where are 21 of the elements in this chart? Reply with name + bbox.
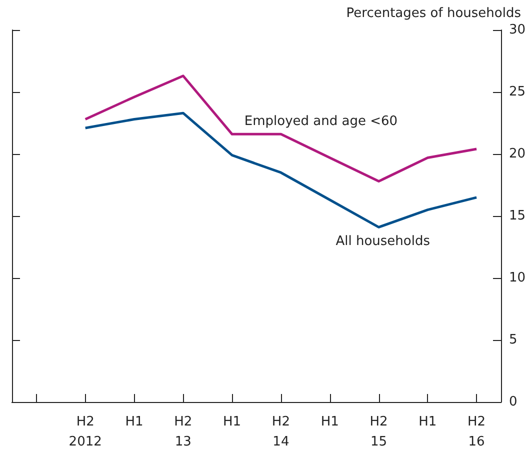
y-tick-label: 25 — [509, 84, 526, 100]
line-series — [84, 112, 478, 228]
x-tick-label: H2 2012 — [68, 414, 102, 450]
line-series — [84, 74, 478, 183]
y-tick-label: 5 — [509, 332, 518, 348]
series-label: Employed and age <60 — [244, 114, 398, 130]
y-tick-label: 20 — [509, 146, 526, 162]
x-tick-label: H2 16 — [468, 414, 486, 450]
x-tick-label: H1 — [418, 414, 437, 430]
y-tick-label: 15 — [509, 208, 526, 224]
x-tick-label: H2 13 — [174, 414, 192, 450]
series-label: All households — [336, 234, 430, 249]
x-tick-label: H1 — [223, 414, 242, 430]
y-axis-title: Percentages of households — [346, 6, 522, 21]
x-tick-label: H1 — [125, 414, 144, 430]
y-tick-label: 30 — [509, 22, 526, 38]
x-tick-label: H2 15 — [370, 414, 388, 450]
x-tick-label: H2 14 — [272, 414, 290, 450]
y-tick-label: 10 — [509, 270, 526, 286]
y-tick-label: 0 — [509, 394, 518, 410]
x-tick-label: H1 — [320, 414, 339, 430]
